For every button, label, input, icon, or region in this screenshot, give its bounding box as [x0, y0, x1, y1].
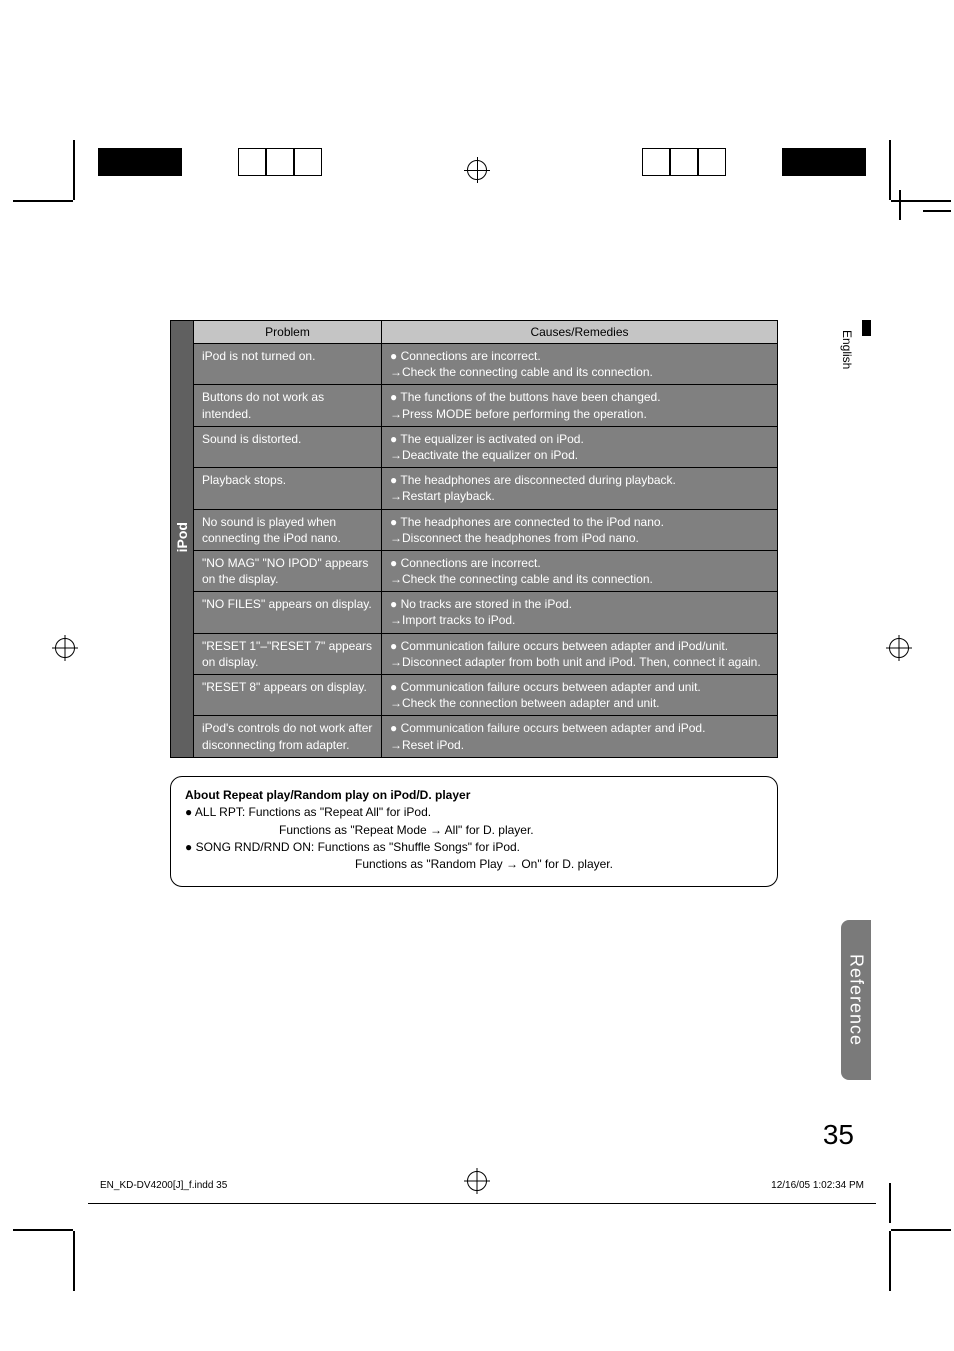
- page: English iPod Problem Causes/Remedies iPo…: [0, 0, 954, 1351]
- registration-mark-icon: [55, 638, 75, 658]
- cause-cell: ● The headphones are connected to the iP…: [382, 509, 778, 550]
- problem-cell: "RESET 1"–"RESET 7" appears on display.: [194, 633, 382, 674]
- crop-mark: [13, 200, 73, 202]
- troubleshooting-table: iPod Problem Causes/Remedies iPod is not…: [170, 320, 778, 758]
- language-label: English: [840, 330, 854, 369]
- problem-cell: "NO MAG" "NO IPOD" appears on the displa…: [194, 550, 382, 591]
- reference-tab: Reference: [841, 920, 871, 1080]
- problem-cell: Buttons do not work as intended.: [194, 385, 382, 426]
- reference-tab-label: Reference: [846, 954, 867, 1046]
- crop-mark: [891, 200, 951, 202]
- footer-separator: [88, 1203, 876, 1204]
- problem-cell: Sound is distorted.: [194, 426, 382, 467]
- table-side-label-cell: iPod: [171, 321, 194, 758]
- cause-cell: ● Communication failure occurs between a…: [382, 633, 778, 674]
- color-bar-left: [98, 148, 322, 176]
- crop-mark: [889, 1231, 891, 1291]
- crop-mark: [73, 1231, 75, 1291]
- color-bar-right: [642, 148, 866, 176]
- problem-cell: No sound is played when connecting the i…: [194, 509, 382, 550]
- content-area: iPod Problem Causes/Remedies iPod is not…: [170, 320, 778, 887]
- cause-cell: ● The headphones are disconnected during…: [382, 468, 778, 509]
- about-line: ● ALL RPT: Functions as "Repeat All" for…: [185, 804, 763, 821]
- problem-cell: iPod is not turned on.: [194, 344, 382, 385]
- cause-cell: ● The functions of the buttons have been…: [382, 385, 778, 426]
- table-header-problem: Problem: [194, 321, 382, 344]
- problem-cell: "RESET 8" appears on display.: [194, 675, 382, 716]
- problem-cell: "NO FILES" appears on display.: [194, 592, 382, 633]
- about-line: Functions as "Repeat Mode → All" for D. …: [185, 822, 763, 839]
- about-title: About Repeat play/Random play on iPod/D.…: [185, 787, 763, 804]
- crop-mark: [923, 210, 951, 212]
- page-number: 35: [823, 1119, 854, 1151]
- registration-mark-icon: [889, 638, 909, 658]
- crop-mark: [899, 190, 901, 220]
- crop-mark: [889, 140, 891, 200]
- crop-mark: [73, 140, 75, 200]
- problem-cell: iPod's controls do not work after discon…: [194, 716, 382, 757]
- problem-cell: Playback stops.: [194, 468, 382, 509]
- about-box: About Repeat play/Random play on iPod/D.…: [170, 776, 778, 887]
- crop-mark: [891, 1229, 951, 1231]
- edge-tab: [862, 320, 871, 336]
- table-side-label: iPod: [173, 522, 192, 552]
- crop-mark: [13, 1229, 73, 1231]
- about-line: Functions as "Random Play → On" for D. p…: [185, 856, 763, 873]
- cause-cell: ● Connections are incorrect. →Check the …: [382, 550, 778, 591]
- crop-mark: [889, 1183, 891, 1223]
- cause-cell: ● Communication failure occurs between a…: [382, 675, 778, 716]
- registration-mark-icon: [467, 1171, 487, 1191]
- footer-right: 12/16/05 1:02:34 PM: [771, 1180, 864, 1191]
- about-line: ● SONG RND/RND ON: Functions as "Shuffle…: [185, 839, 763, 856]
- table-header-causes: Causes/Remedies: [382, 321, 778, 344]
- cause-cell: ● No tracks are stored in the iPod. →Imp…: [382, 592, 778, 633]
- cause-cell: ● Connections are incorrect. →Check the …: [382, 344, 778, 385]
- cause-cell: ● Communication failure occurs between a…: [382, 716, 778, 757]
- cause-cell: ● The equalizer is activated on iPod. →D…: [382, 426, 778, 467]
- footer-left: EN_KD-DV4200[J]_f.indd 35: [100, 1180, 227, 1191]
- registration-mark-icon: [467, 160, 487, 180]
